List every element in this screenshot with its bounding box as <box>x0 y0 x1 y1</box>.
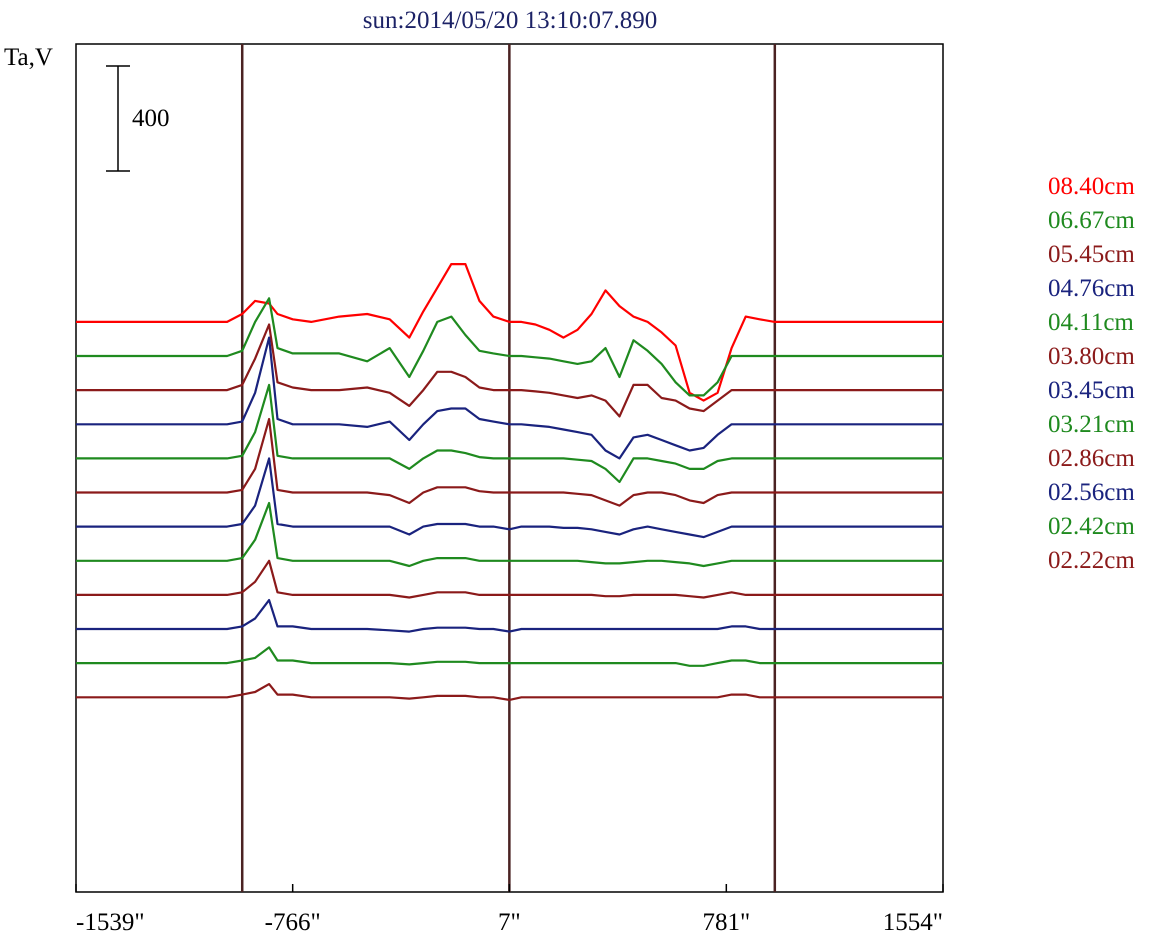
series-line-02.42cm <box>76 646 943 667</box>
series-line-02.22cm <box>76 682 943 702</box>
disk-edge-lines <box>240 44 777 892</box>
series-line-08.40cm <box>76 263 943 402</box>
series-line-05.45cm <box>76 323 943 418</box>
series-line-03.45cm <box>76 457 943 539</box>
legend-entry-02.42cm: 02.42cm <box>1048 513 1135 540</box>
legend-entry-06.67cm: 06.67cm <box>1048 207 1135 234</box>
x-tick-label: 781" <box>702 909 750 936</box>
legend: 08.40cm 06.67cm 05.45cm 04.76cm 04.11cm 03.80… <box>1048 173 1135 574</box>
legend-entry-03.45cm: 03.45cm <box>1048 377 1135 404</box>
x-tick-label: 7" <box>498 909 521 936</box>
series-line-03.80cm <box>76 417 943 507</box>
legend-entry-02.56cm: 02.56cm <box>1048 479 1135 506</box>
legend-entry-04.11cm: 04.11cm <box>1048 309 1134 336</box>
series-line-04.76cm <box>76 336 943 460</box>
series-traces <box>76 263 943 702</box>
x-tick-label: -1539" <box>76 909 145 936</box>
scale-bar: 400 <box>106 65 170 172</box>
legend-entry-02.86cm: 02.86cm <box>1048 445 1135 472</box>
series-line-03.21cm <box>76 501 943 568</box>
legend-entry-03.80cm: 03.80cm <box>1048 343 1135 370</box>
chart-title: sun:2014/05/20 13:10:07.890 <box>363 7 657 34</box>
legend-entry-05.45cm: 05.45cm <box>1048 241 1135 268</box>
y-axis-label: Ta,V <box>4 44 53 71</box>
x-tick-label: -766" <box>265 909 321 936</box>
legend-entry-03.21cm: 03.21cm <box>1048 411 1135 438</box>
legend-entry-04.76cm: 04.76cm <box>1048 275 1135 302</box>
series-line-06.67cm <box>76 297 943 397</box>
x-tick-labels: -1539" -766" 7" 781" 1554" <box>75 884 944 936</box>
legend-entry-02.22cm: 02.22cm <box>1048 547 1135 574</box>
legend-entry-08.40cm: 08.40cm <box>1048 173 1135 200</box>
scale-bar-label: 400 <box>132 105 170 132</box>
series-line-02.56cm <box>76 598 943 633</box>
series-line-04.11cm <box>76 383 943 484</box>
series-line-02.86cm <box>76 559 943 599</box>
x-tick-label: 1554" <box>883 909 943 936</box>
